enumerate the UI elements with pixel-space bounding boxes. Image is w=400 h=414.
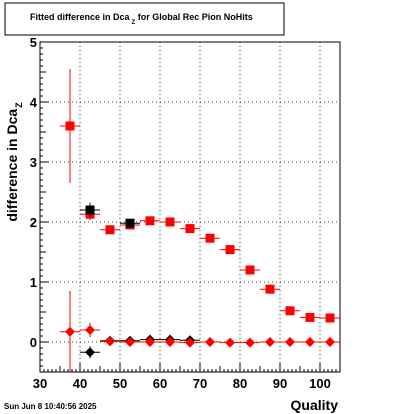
x-tick-label: 60 — [153, 376, 167, 391]
square-marker — [325, 313, 335, 323]
y-tick-label: 1 — [30, 275, 37, 290]
diamond-marker — [305, 337, 315, 347]
diamond-marker — [325, 337, 335, 347]
diamond-marker — [225, 337, 235, 348]
chart-title: Fitted difference in DcaZ for Global Rec… — [30, 12, 253, 26]
title-box — [4, 2, 285, 36]
square-marker — [305, 312, 315, 322]
x-tick-label: 40 — [73, 376, 87, 391]
square-marker — [205, 233, 215, 243]
square-marker — [265, 284, 275, 294]
diamond-marker — [165, 337, 175, 347]
x-tick-label: 100 — [309, 376, 331, 391]
data-marks — [60, 69, 340, 373]
plot-frame — [39, 41, 341, 373]
diamond-marker — [105, 336, 115, 347]
y-tick-label: 3 — [30, 155, 37, 170]
diamond-marker — [125, 337, 135, 347]
x-tick-label: 50 — [113, 376, 127, 391]
y-axis-label: difference in DcaZ — [4, 102, 24, 222]
diamond-marker — [285, 337, 295, 347]
square-marker — [85, 205, 95, 215]
y-tick-label: 0 — [30, 335, 37, 350]
square-marker — [65, 121, 75, 131]
x-tick-label: 30 — [33, 376, 47, 391]
diamond-marker — [65, 326, 75, 337]
x-tick-label: 80 — [233, 376, 247, 391]
x-axis-label: Quality — [291, 397, 339, 413]
diamond-marker — [85, 325, 95, 335]
diamond-marker — [185, 337, 195, 348]
y-tick-label: 4 — [30, 95, 38, 110]
diamond-marker — [85, 347, 95, 358]
square-marker — [125, 218, 135, 228]
square-marker — [185, 224, 195, 234]
axes: 30 40 50 60 70 80 90 100 0 1 2 3 4 5 — [30, 35, 341, 391]
x-tick-label: 90 — [273, 376, 287, 391]
diamond-marker — [145, 337, 155, 347]
diamond-marker — [205, 337, 215, 347]
square-marker — [105, 225, 115, 235]
y-tick-label: 2 — [30, 215, 37, 230]
square-marker — [165, 217, 175, 227]
diamond-marker — [245, 337, 255, 348]
timestamp: Sun Jun 8 10:40:56 2025 — [4, 402, 97, 411]
square-marker — [285, 306, 295, 316]
y-tick-label: 5 — [30, 35, 37, 50]
x-tick-label: 70 — [193, 376, 207, 391]
square-marker — [245, 265, 255, 275]
square-marker — [145, 216, 155, 226]
square-marker — [225, 245, 235, 255]
diamond-marker — [265, 337, 275, 347]
